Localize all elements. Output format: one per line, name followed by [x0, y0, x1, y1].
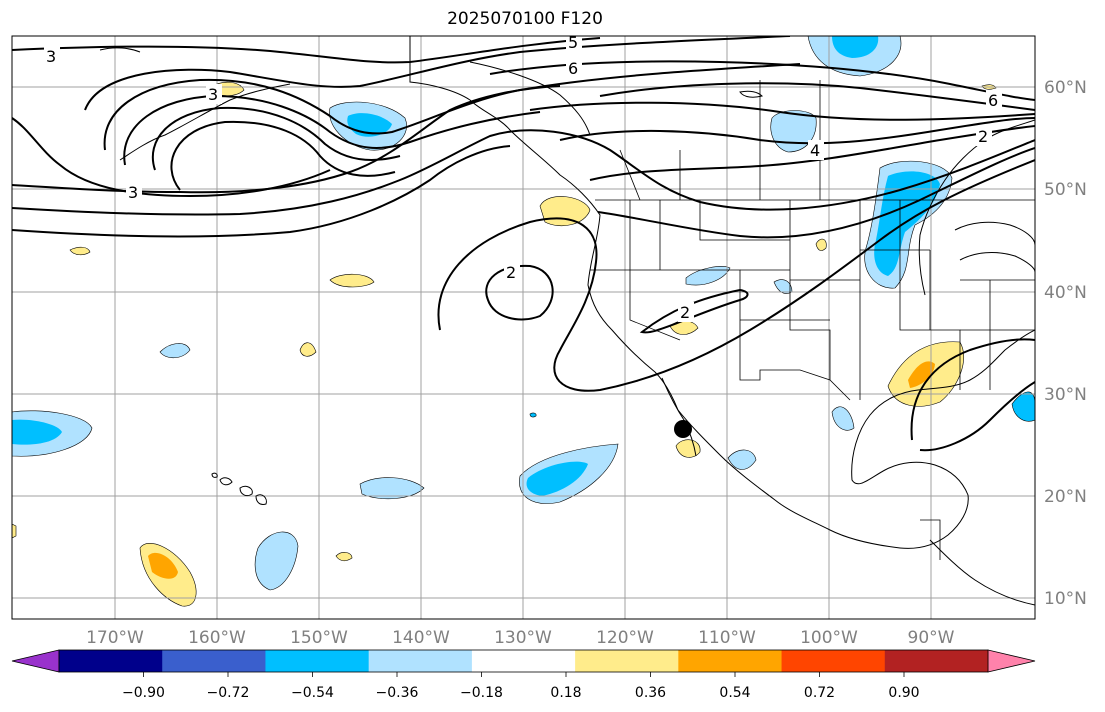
lon-label: 160°W: [188, 628, 246, 648]
colorbar-tick-label: 0.18: [550, 685, 581, 701]
contour-label: 2: [680, 303, 690, 322]
lon-label: 100°W: [800, 628, 858, 648]
longitude-labels: 170°W 160°W 150°W 140°W 130°W 120°W 110°…: [86, 628, 955, 648]
map-border: [11, 35, 1036, 620]
colorbar-tick-label: −0.72: [207, 685, 250, 701]
lon-label: 130°W: [494, 628, 552, 648]
lat-label: 30°N: [1044, 385, 1087, 405]
colorbar: −0.90 −0.72 −0.54 −0.36 −0.18 0.18 0.36 0.54 0.7…: [11, 649, 1036, 701]
contour-label: 5: [568, 33, 578, 52]
colorbar-over-triangle: [987, 649, 1036, 673]
lon-label: 150°W: [290, 628, 348, 648]
map-title: 2025070100 F120: [447, 9, 603, 29]
colorbar-under-triangle: [11, 649, 60, 673]
lat-label: 20°N: [1044, 487, 1087, 507]
colorbar-bin: [162, 650, 266, 672]
contour-label: 6: [568, 59, 578, 78]
lon-label: 110°W: [698, 628, 756, 648]
colorbar-bin: [884, 650, 989, 672]
colorbar-tick-label: −0.18: [460, 685, 503, 701]
colorbar-bin: [368, 650, 473, 672]
lat-label: 60°N: [1044, 78, 1087, 98]
colorbar-tick-label: −0.36: [376, 685, 419, 701]
colorbar-bin: [471, 650, 576, 672]
colorbar-tick-label: −0.90: [122, 685, 165, 701]
contour-label: 2: [978, 127, 988, 146]
contour-label: 4: [810, 141, 820, 160]
lon-label: 170°W: [86, 628, 144, 648]
colorbar-tick-label: 0.36: [635, 685, 666, 701]
graticule: [12, 36, 1035, 619]
lon-label: 90°W: [908, 628, 955, 648]
colorbar-frame: [58, 649, 989, 673]
colorbar-tick-label: −0.54: [291, 685, 334, 701]
lon-label: 120°W: [596, 628, 654, 648]
latitude-labels: 60°N 50°N 40°N 30°N 20°N 10°N: [1044, 78, 1087, 609]
colorbar-bin: [265, 650, 370, 672]
contour-label: 3: [128, 183, 138, 202]
colorbar-bin: [781, 650, 886, 672]
colorbar-bin: [59, 650, 163, 672]
colorbar-tick-label: 0.72: [804, 685, 835, 701]
contour-label: 2: [506, 263, 516, 282]
contour-label-group: 3 3 5 6 6 2 4 3 2 2: [44, 33, 1002, 322]
lat-label: 50°N: [1044, 180, 1087, 200]
contour-lines: [12, 36, 1035, 452]
coastlines: [99, 36, 1035, 606]
lat-label: 40°N: [1044, 283, 1087, 303]
contour-label: 3: [46, 47, 56, 66]
lon-label: 140°W: [392, 628, 450, 648]
contour-label: 3: [208, 85, 218, 104]
colorbar-tick-label: 0.90: [888, 685, 919, 701]
political-borders: [409, 36, 1035, 560]
contour-label: 6: [988, 91, 998, 110]
colorbar-bin: [575, 650, 679, 672]
colorbar-tick-label: 0.54: [719, 685, 750, 701]
colorbar-bin: [678, 650, 783, 672]
location-marker: [674, 420, 692, 438]
lat-label: 10°N: [1044, 589, 1087, 609]
